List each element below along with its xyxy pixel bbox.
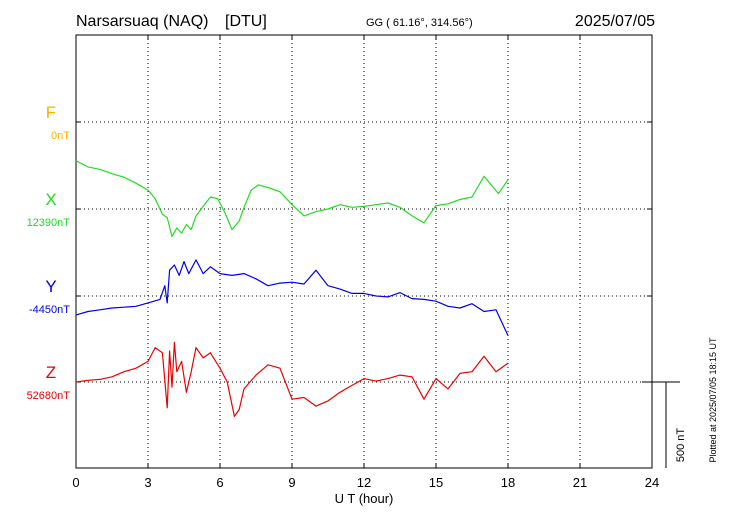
coordinates-label: GG ( 61.16°, 314.56°) <box>366 17 473 29</box>
institution-label: [DTU] <box>225 13 267 30</box>
x-tick-label: 24 <box>645 475 659 490</box>
series-y-baseline: -4450nT <box>29 304 70 316</box>
scale-bar: 500 nT <box>642 381 687 468</box>
series-z-baseline: 52680nT <box>27 390 71 402</box>
series-x-baseline: 12390nT <box>27 217 71 229</box>
x-tick-label: 21 <box>573 475 587 490</box>
series-z-name: Z <box>46 363 56 382</box>
series-z-line <box>75 341 509 417</box>
plotted-at-note: Plotted at 2025/07/05 18:15 UT <box>708 337 718 463</box>
channel-labels: F 0nT X 12390nT Y -4450nT Z 52680nT <box>27 103 71 402</box>
x-tick-label: 3 <box>144 475 151 490</box>
x-tick-label: 12 <box>357 475 371 490</box>
series-x-line <box>75 160 509 238</box>
x-tick-label: 0 <box>72 475 79 490</box>
x-tick-label: 15 <box>429 475 443 490</box>
series-f-baseline: 0nT <box>51 130 70 142</box>
x-axis: 0 3 6 9 12 15 18 21 24 <box>72 35 659 490</box>
grid <box>76 34 652 469</box>
date-label: 2025/07/05 <box>575 13 655 30</box>
series-x-name: X <box>45 190 56 209</box>
x-tick-label: 18 <box>501 475 515 490</box>
series-y-line <box>75 259 509 336</box>
series-lines <box>75 160 509 417</box>
x-axis-title: U T (hour) <box>335 491 394 506</box>
x-tick-label: 9 <box>288 475 295 490</box>
scale-bar-label: 500 nT <box>675 428 687 463</box>
series-y-name: Y <box>45 277 56 296</box>
x-tick-label: 6 <box>216 475 223 490</box>
series-f-name: F <box>46 103 56 122</box>
station-title: Narsarsuaq (NAQ) <box>76 13 208 30</box>
